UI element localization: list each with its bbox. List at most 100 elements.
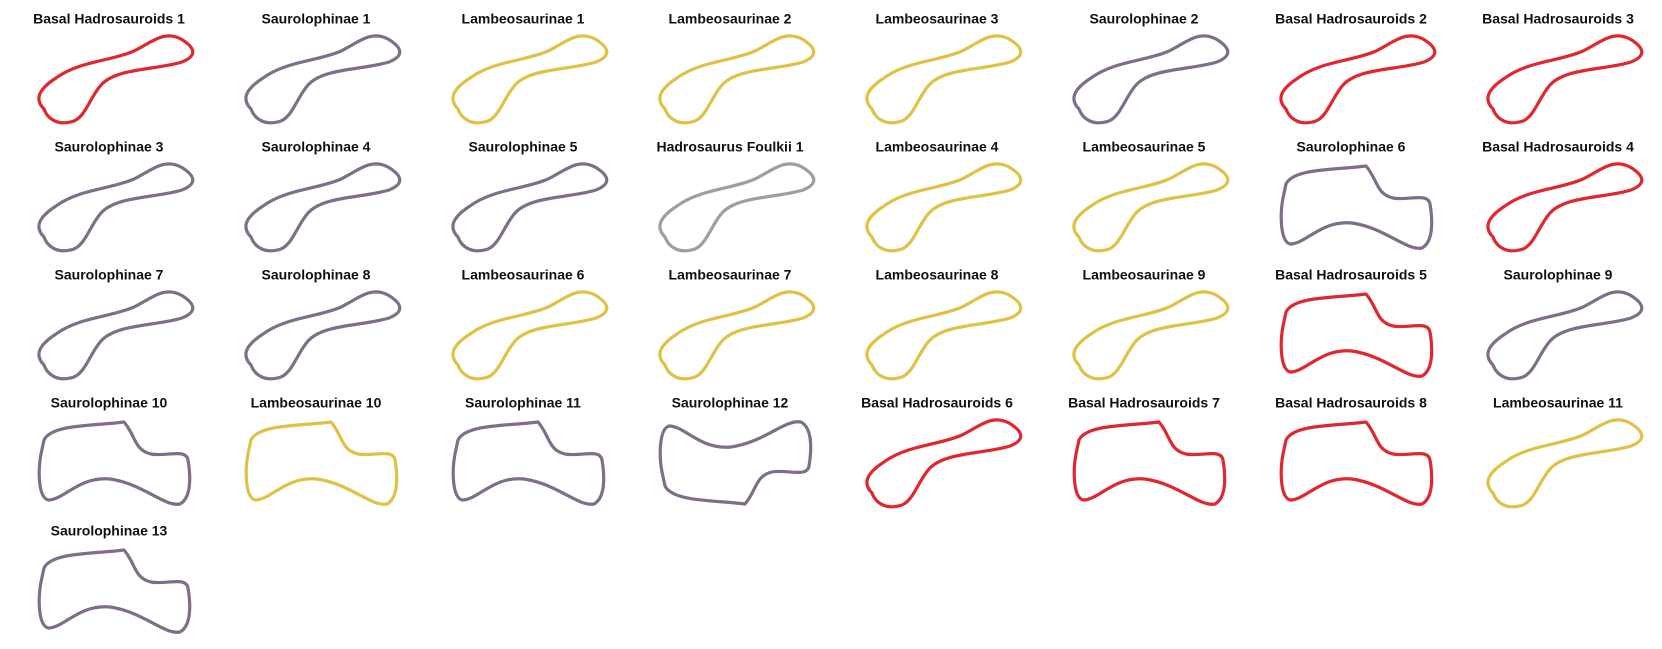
panel: Saurolophinae 12: [658, 395, 813, 506]
shape-outline: [451, 162, 609, 253]
shape-outline: [1072, 290, 1230, 381]
panel: Saurolophinae 6: [1279, 139, 1434, 250]
panel: Lambeosaurinae 4: [865, 139, 1023, 253]
shape-outline: [1486, 290, 1644, 381]
panel-label: Saurolophinae 11: [465, 395, 581, 411]
panel-label: Basal Hadrosauroids 6: [861, 395, 1013, 411]
panel-label: Lambeosaurinae 7: [669, 267, 792, 283]
panel: Lambeosaurinae 11: [1486, 395, 1644, 509]
shape-outline: [865, 418, 1023, 509]
shape-outline: [865, 34, 1023, 125]
panel-label: Lambeosaurinae 2: [669, 11, 792, 27]
shape-outline: [1279, 292, 1434, 378]
panel-label: Basal Hadrosauroids 5: [1275, 267, 1427, 283]
shape-outline: [658, 420, 813, 506]
shape-outline: [37, 162, 195, 253]
panel: Lambeosaurinae 1: [451, 11, 609, 125]
panel: Lambeosaurinae 5: [1072, 139, 1230, 253]
panel: Saurolophinae 11: [451, 395, 606, 506]
panel-label: Basal Hadrosauroids 1: [33, 11, 185, 27]
panel-label: Saurolophinae 12: [672, 395, 789, 411]
shape-outline: [244, 290, 402, 381]
shape-outline: [1279, 420, 1434, 506]
panel: Saurolophinae 13: [37, 523, 192, 634]
panel: Saurolophinae 9: [1486, 267, 1644, 381]
panel: Basal Hadrosauroids 4: [1482, 139, 1644, 253]
shape-outline: [1486, 418, 1644, 509]
panel: Basal Hadrosauroids 3: [1482, 11, 1644, 125]
panel: Basal Hadrosauroids 7: [1068, 395, 1227, 506]
panel-label: Saurolophinae 10: [51, 395, 168, 411]
shape-outline: [451, 420, 606, 506]
panel-label: Saurolophinae 5: [469, 139, 578, 155]
shape-outline: [1072, 34, 1230, 125]
panel-label: Lambeosaurinae 3: [876, 11, 999, 27]
panel: Saurolophinae 3: [37, 139, 195, 253]
panel: Lambeosaurinae 6: [451, 267, 609, 381]
panel-label: Basal Hadrosauroids 3: [1482, 11, 1634, 27]
panel: Lambeosaurinae 3: [865, 11, 1023, 125]
shape-outline: [1486, 162, 1644, 253]
shape-outline: [1072, 420, 1227, 506]
panel-label: Saurolophinae 1: [262, 11, 371, 27]
panel-label: Saurolophinae 8: [262, 267, 371, 283]
panel: Saurolophinae 8: [244, 267, 402, 381]
shape-outline: [658, 290, 816, 381]
panel: Saurolophinae 1: [244, 11, 402, 125]
shape-outline: [244, 420, 399, 506]
panel: Lambeosaurinae 2: [658, 11, 816, 125]
shape-outline: [1072, 162, 1230, 253]
panel-label: Lambeosaurinae 10: [251, 395, 382, 411]
panel: Lambeosaurinae 9: [1072, 267, 1230, 381]
panel-label: Lambeosaurinae 4: [876, 139, 999, 155]
panel-label: Basal Hadrosauroids 4: [1482, 139, 1634, 155]
shape-outline: [37, 290, 195, 381]
shape-outline: [451, 290, 609, 381]
shape-outline: [865, 162, 1023, 253]
shape-outline: [37, 420, 192, 506]
panel: Basal Hadrosauroids 8: [1275, 395, 1434, 506]
panel: Basal Hadrosauroids 5: [1275, 267, 1434, 378]
panel: Saurolophinae 10: [37, 395, 192, 506]
panel-label: Lambeosaurinae 5: [1083, 139, 1206, 155]
panel-label: Lambeosaurinae 1: [462, 11, 585, 27]
shape-outline: [1279, 34, 1437, 125]
panel-label: Saurolophinae 7: [55, 267, 164, 283]
panel: Saurolophinae 5: [451, 139, 609, 253]
shape-outline: [37, 34, 195, 125]
panel-label: Lambeosaurinae 9: [1083, 267, 1206, 283]
shape-outline: [865, 290, 1023, 381]
panel: Basal Hadrosauroids 1: [33, 11, 195, 125]
panel-label: Basal Hadrosauroids 2: [1275, 11, 1427, 27]
shape-outline: [244, 34, 402, 125]
panel: Lambeosaurinae 10: [244, 395, 399, 506]
shape-outline: [451, 34, 609, 125]
panel-label: Lambeosaurinae 11: [1493, 395, 1623, 411]
panel-label: Saurolophinae 6: [1297, 139, 1406, 155]
panel: Saurolophinae 2: [1072, 11, 1230, 125]
panel-label: Lambeosaurinae 6: [462, 267, 585, 283]
shape-outline: [1279, 164, 1434, 250]
panel-label: Saurolophinae 13: [51, 523, 168, 539]
panel: Saurolophinae 4: [244, 139, 402, 253]
panel-label: Basal Hadrosauroids 8: [1275, 395, 1427, 411]
panel-label: Saurolophinae 2: [1090, 11, 1199, 27]
panel-label: Saurolophinae 4: [262, 139, 371, 155]
shape-outline: [658, 34, 816, 125]
panel-label: Hadrosaurus Foulkii 1: [656, 139, 803, 155]
shape-outline: [37, 548, 192, 634]
panel: Hadrosaurus Foulkii 1: [656, 139, 816, 253]
panel-label: Lambeosaurinae 8: [876, 267, 999, 283]
panel: Basal Hadrosauroids 6: [861, 395, 1023, 509]
panel-label: Saurolophinae 9: [1504, 267, 1613, 283]
shape-outline: [244, 162, 402, 253]
panel: Basal Hadrosauroids 2: [1275, 11, 1437, 125]
panel: Lambeosaurinae 7: [658, 267, 816, 381]
shape-outline: [658, 162, 816, 253]
panel: Lambeosaurinae 8: [865, 267, 1023, 381]
panel-label: Saurolophinae 3: [55, 139, 164, 155]
panel-label: Basal Hadrosauroids 7: [1068, 395, 1220, 411]
shape-outline: [1486, 34, 1644, 125]
